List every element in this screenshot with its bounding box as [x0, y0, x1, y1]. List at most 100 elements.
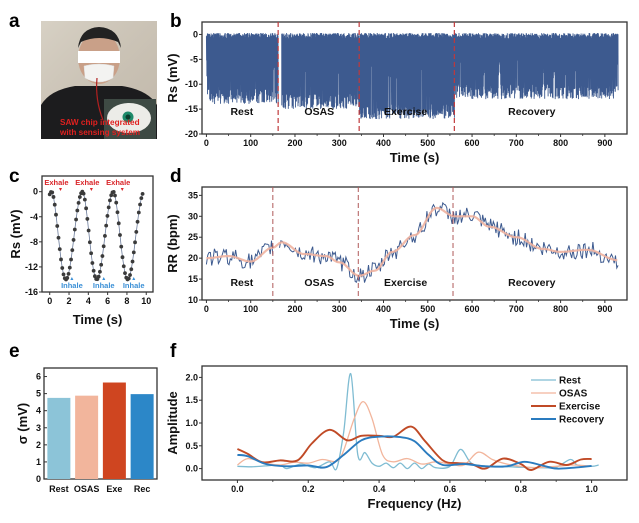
inhale-arrow-icon: ▴: [70, 276, 73, 282]
series-line-exercise: [237, 425, 592, 471]
y-tick-label: 15: [188, 274, 198, 284]
bar-rest: [47, 397, 71, 479]
y-tick-label: 6: [36, 372, 41, 382]
person-hair: [78, 27, 121, 48]
data-point: [81, 191, 86, 196]
legend-label-recovery: Recovery: [559, 415, 604, 426]
y-tick-label: -20: [185, 129, 198, 139]
data-point: [131, 250, 136, 255]
x-tick-label: 400: [376, 138, 391, 148]
chart-d-respiration-rate: 0 100 200 300 400 500 600 700 800 900 10 15 20 25 30 35…: [165, 186, 628, 331]
y-tick-label: 35: [188, 190, 198, 200]
data-point: [54, 212, 58, 217]
data-point: [134, 230, 139, 234]
x-axis-label: Frequency (Hz): [368, 496, 462, 511]
x-tick-label: 0.6: [444, 484, 457, 494]
data-point: [67, 265, 72, 270]
axes-frame: [201, 186, 628, 301]
data-point: [89, 251, 94, 256]
chart-f-spectrum: 0.0 0.2 0.4 0.6 0.8 1.0 0.0 0.5 1.0 1.5 2.0 Frequen…: [165, 365, 628, 511]
y-tick-label: -4: [30, 212, 38, 222]
panel-label-d: d: [170, 166, 182, 187]
y-tick-label: 20: [188, 253, 198, 263]
y-axis-label: RR (bpm): [165, 214, 180, 273]
x-tick-label: 100: [243, 304, 258, 314]
data-point: [111, 189, 116, 194]
data-point: [115, 210, 120, 215]
x-tick-label: 0: [47, 296, 52, 306]
data-point: [91, 268, 96, 273]
legend-label-exercise: Exercise: [559, 402, 601, 413]
x-category-label: Rec: [134, 484, 151, 494]
x-tick-label: 800: [553, 138, 568, 148]
face-blur-bar: [78, 51, 120, 63]
phase-label-rest: Rest: [230, 277, 253, 289]
exhale-label: Exhale: [44, 178, 68, 187]
x-tick-label: 200: [287, 138, 302, 148]
data-point: [50, 190, 55, 195]
y-axis-label: Rs (mV): [165, 53, 180, 102]
y-tick-label: 0: [193, 29, 198, 39]
data-point: [52, 202, 57, 207]
phase-label-osas: OSAS: [304, 277, 334, 289]
data-point: [114, 200, 119, 205]
panel-label-a: a: [9, 11, 20, 32]
inhale-label: Inhale: [123, 281, 145, 290]
x-category-label: Rest: [49, 484, 69, 494]
data-point: [133, 240, 137, 245]
inhale-arrow-icon: ▴: [132, 276, 135, 282]
y-axis-label: Rs (mV): [8, 209, 23, 258]
data-point: [92, 274, 97, 279]
y-tick-label: -10: [185, 79, 198, 89]
series-line-osas: [237, 400, 592, 469]
data-point: [56, 235, 61, 240]
data-point: [59, 257, 63, 262]
x-tick-label: 600: [465, 304, 480, 314]
photo-caption-line2: with sensing system: [59, 128, 140, 137]
y-tick-label: 0.5: [185, 441, 198, 451]
x-category-label: OSAS: [74, 484, 100, 494]
y-tick-label: 3: [36, 423, 41, 433]
chart-b-raw-signal: 0 100 200 300 400 500 600 700 800 900 0 -5 -10 -15 -20…: [165, 21, 628, 165]
x-tick-label: 2: [67, 296, 72, 306]
data-point: [139, 196, 144, 201]
y-axis-label: Amplitude: [165, 391, 180, 455]
y-tick-label: 1: [36, 457, 41, 467]
y-axis-label: σ (mV): [15, 403, 30, 444]
photo-panel: SAW chip integrated with sensing system: [41, 21, 157, 139]
series-line-recovery: [237, 435, 592, 470]
exhale-label: Exhale: [106, 178, 130, 187]
x-tick-label: 500: [420, 304, 435, 314]
x-tick-label: 400: [376, 304, 391, 314]
data-point: [113, 193, 117, 198]
data-point: [108, 198, 112, 203]
panel-label-f: f: [170, 341, 177, 362]
y-tick-label: 0: [33, 187, 38, 197]
data-point: [86, 228, 91, 233]
phase-label-osas: OSAS: [304, 106, 334, 118]
data-point: [130, 259, 135, 264]
panel-label-e: e: [9, 341, 20, 362]
smoothed-rr-trace: [206, 206, 618, 277]
axes-frame: [43, 367, 158, 480]
data-point: [69, 257, 73, 262]
data-point: [65, 276, 70, 280]
x-tick-label: 4: [86, 296, 91, 306]
y-tick-label: 2: [36, 440, 41, 450]
x-tick-label: 1.0: [585, 484, 598, 494]
inhale-arrow-icon: ▴: [102, 276, 105, 282]
data-point: [109, 193, 114, 198]
x-tick-label: 8: [124, 296, 129, 306]
raw-rr-trace: [205, 201, 619, 283]
data-point: [87, 240, 92, 245]
x-tick-label: 700: [509, 304, 524, 314]
data-point: [106, 205, 111, 210]
x-tick-label: 300: [332, 304, 347, 314]
x-tick-label: 300: [332, 138, 347, 148]
bar-exe: [102, 382, 126, 479]
data-point: [121, 264, 126, 269]
data-point: [120, 255, 125, 260]
data-point: [116, 221, 121, 226]
data-point: [61, 272, 66, 277]
